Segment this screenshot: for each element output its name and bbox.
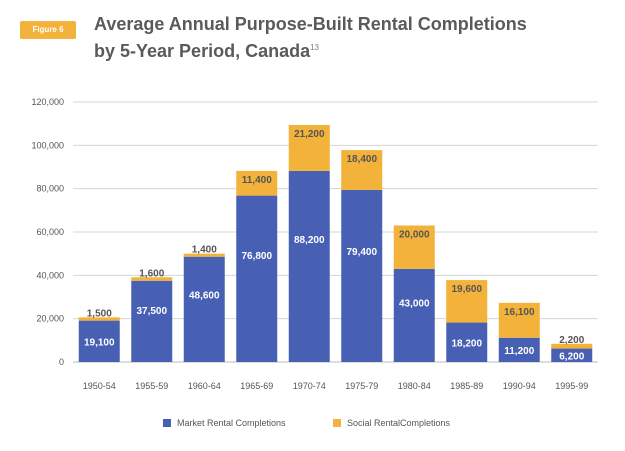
bar-market (78, 320, 120, 362)
bar-market (446, 322, 488, 362)
y-tick-label: 20,000 (36, 314, 64, 324)
y-tick-label: 80,000 (36, 184, 64, 194)
y-tick-label: 100,000 (31, 140, 64, 150)
x-tick-label: 1980-84 (398, 381, 431, 391)
bar-social (131, 277, 173, 281)
legend-swatch-market (163, 419, 171, 427)
y-tick-label: 60,000 (36, 227, 64, 237)
legend-label-market: Market Rental Completions (177, 418, 286, 428)
bar-market (183, 256, 225, 362)
data-label-market: 43,000 (399, 298, 430, 309)
chart-title: Average Annual Purpose-Built Rental Comp… (94, 13, 534, 63)
bar-social (183, 253, 225, 257)
bar-market (498, 337, 540, 362)
bar-social (498, 302, 540, 338)
data-label-social: 16,100 (504, 307, 535, 318)
data-label-social: 1,500 (87, 308, 112, 319)
bar-social (236, 170, 278, 196)
data-label-social: 2,200 (559, 335, 584, 346)
bar-market (551, 348, 593, 362)
bar-social (78, 317, 120, 321)
data-label-social: 19,600 (451, 284, 482, 295)
x-tick-label: 1950-54 (83, 381, 116, 391)
data-label-social: 18,400 (346, 154, 377, 165)
bar-social (341, 150, 383, 190)
x-tick-label: 1985-89 (450, 381, 483, 391)
legend-item-social: Social RentalCompletions (333, 418, 450, 428)
figure-badge: Figure 6 (20, 21, 76, 39)
data-label-social: 11,400 (242, 175, 272, 186)
data-label-social: 21,200 (294, 129, 325, 140)
y-tick-label: 40,000 (36, 270, 64, 280)
data-label-market: 88,200 (294, 235, 325, 246)
bar-market (288, 170, 330, 362)
data-label-social: 1,400 (192, 245, 217, 256)
legend-item-market: Market Rental Completions (163, 418, 286, 428)
y-axis-ticks: 0 20,000 40,000 60,000 80,000 100,000 120,000 (31, 97, 64, 367)
data-labels: 1,500 19,100 1,600 37,500 1,400 48,600 11,400 7… (84, 129, 585, 362)
bar-market (393, 268, 435, 362)
bars (78, 124, 593, 362)
bar-market (236, 195, 278, 362)
bar-market (131, 280, 173, 362)
x-tick-label: 1995-99 (555, 381, 588, 391)
y-tick-label: 120,000 (31, 97, 64, 107)
data-label-market: 79,400 (346, 247, 377, 258)
chart-title-text: Average Annual Purpose-Built Rental Comp… (94, 14, 527, 61)
data-label-market: 48,600 (189, 291, 220, 302)
data-label-market: 76,800 (241, 251, 272, 262)
bar-social (551, 343, 593, 349)
title-footnote: 13 (310, 43, 319, 52)
data-label-market: 19,100 (84, 337, 115, 348)
x-tick-label: 1990-94 (503, 381, 536, 391)
data-label-market: 18,200 (451, 338, 482, 349)
bar-social (288, 124, 330, 171)
x-tick-label: 1955-59 (135, 381, 168, 391)
data-label-market: 11,200 (504, 346, 534, 357)
x-tick-label: 1975-79 (345, 381, 378, 391)
legend-swatch-social (333, 419, 341, 427)
x-tick-label: 1970-74 (293, 381, 326, 391)
x-tick-label: 1960-64 (188, 381, 221, 391)
data-label-social: 1,600 (139, 268, 164, 279)
data-label-market: 37,500 (136, 306, 167, 317)
x-axis-ticks: 1950-54 1955-59 1960-64 1965-69 1970-74 1975-… (83, 381, 589, 391)
y-tick-label: 0 (59, 357, 64, 367)
data-label-market: 6,200 (559, 351, 584, 362)
bar-market (341, 189, 383, 362)
bar-social (393, 225, 435, 269)
data-label-social: 20,000 (399, 230, 430, 241)
bar-social (446, 280, 488, 323)
x-tick-label: 1965-69 (240, 381, 273, 391)
legend-label-social: Social RentalCompletions (347, 418, 451, 428)
